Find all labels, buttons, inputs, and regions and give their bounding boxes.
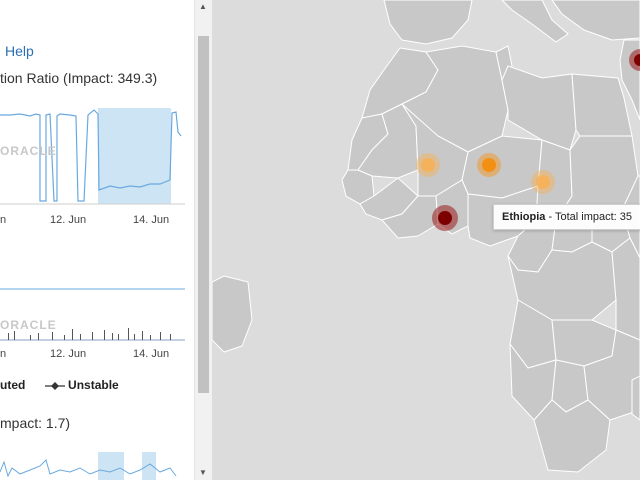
madeira-shape [212, 275, 253, 353]
chart2-tick-3: 14. Jun [133, 348, 170, 360]
red-marker[interactable] [432, 205, 458, 231]
iberia-shape [383, 0, 473, 45]
map-svg[interactable] [212, 0, 640, 480]
chart2-tick-2: 12. Jun [50, 348, 87, 360]
partial-red-marker[interactable] [629, 49, 640, 71]
chart2-watermark: ORACLE [0, 318, 57, 332]
balkans-shape [551, 0, 640, 41]
south-africa-shape [533, 399, 611, 473]
tooltip-text: - Total impact: 35 [545, 211, 633, 223]
chart2-plot[interactable] [0, 285, 194, 345]
chart1-series-line [0, 109, 182, 202]
orange-marker-2[interactable] [477, 153, 501, 177]
chart1-tick-1: n [0, 214, 7, 226]
legend-item-uted[interactable]: uted [0, 378, 26, 392]
legend-item-unstable[interactable]: Unstable [68, 378, 119, 392]
unstable-legend-icon [44, 381, 65, 390]
east-africa-shape [611, 237, 640, 341]
orange-marker-3[interactable] [531, 170, 555, 194]
chart1-tick-3: 14. Jun [133, 214, 170, 226]
chart1-selection-band [98, 108, 171, 204]
map-tooltip: Ethiopia - Total impact: 35 [493, 204, 640, 230]
tooltip-country: Ethiopia [502, 211, 546, 223]
chart2-bars [8, 328, 171, 340]
chart1-watermark: ORACLE [0, 144, 57, 158]
madagascar-shape [631, 375, 640, 421]
scroll-thumb[interactable] [198, 36, 209, 393]
scroll-down-icon[interactable]: ▼ [199, 468, 207, 477]
scrollbar[interactable]: ▲ ▼ [194, 0, 213, 480]
world-map[interactable] [212, 0, 640, 480]
chart1-tick-2: 12. Jun [50, 214, 87, 226]
chart1-title: tion Ratio (Impact: 349.3) [0, 70, 158, 86]
scroll-up-icon[interactable]: ▲ [199, 2, 207, 11]
orange-marker-1[interactable] [416, 153, 440, 177]
help-link[interactable]: Help [5, 43, 34, 59]
left-panel: Help tion Ratio (Impact: 349.3) ORACLE n… [0, 0, 194, 480]
chart2-legend: uted Unstable [0, 378, 119, 392]
chart1-plot[interactable] [0, 98, 194, 213]
chart3-title: mpact: 1.7) [0, 415, 71, 431]
chart2-tick-1: n [0, 348, 7, 360]
chart3-plot[interactable] [0, 450, 194, 480]
italy-shape [501, 0, 569, 43]
